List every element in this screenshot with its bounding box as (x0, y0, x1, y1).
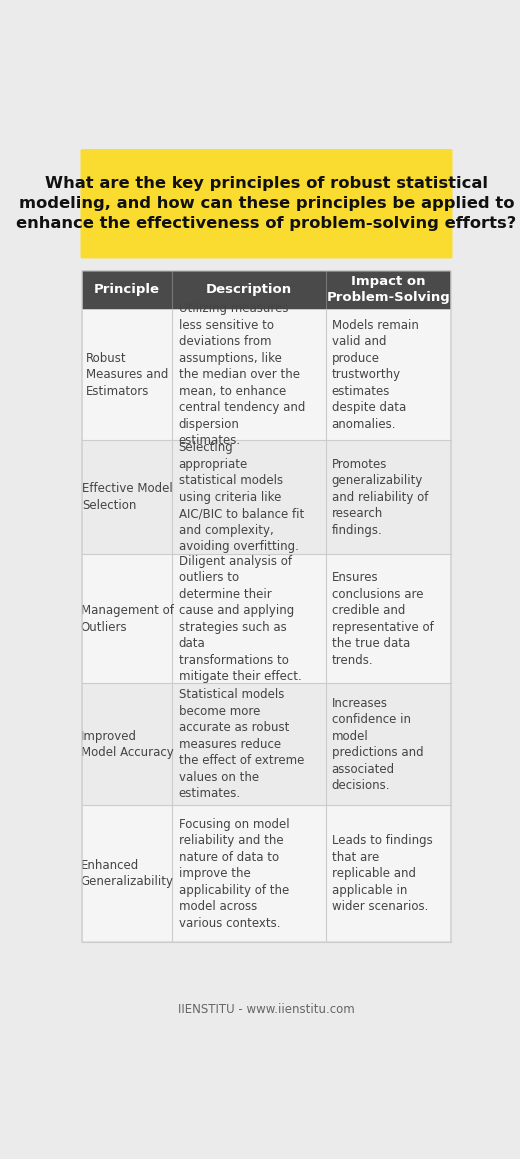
FancyBboxPatch shape (82, 684, 451, 806)
Text: Effective Model
Selection: Effective Model Selection (82, 482, 173, 512)
Text: IIENSTITU - www.iienstitu.com: IIENSTITU - www.iienstitu.com (178, 1004, 355, 1016)
Text: Management of
Outliers: Management of Outliers (81, 604, 174, 634)
Text: Promotes
generalizability
and reliability of
research
findings.: Promotes generalizability and reliabilit… (332, 458, 428, 537)
Text: Improved
Model Accuracy: Improved Model Accuracy (81, 729, 174, 759)
Text: What are the key principles of robust statistical
modeling, and how can these pr: What are the key principles of robust st… (16, 176, 517, 231)
FancyBboxPatch shape (82, 271, 451, 309)
Text: Description: Description (206, 284, 292, 297)
Text: Statistical models
become more
accurate as robust
measures reduce
the effect of : Statistical models become more accurate … (179, 688, 304, 801)
FancyBboxPatch shape (81, 150, 452, 258)
Text: Focusing on model
reliability and the
nature of data to
improve the
applicabilit: Focusing on model reliability and the na… (179, 817, 289, 930)
Text: Diligent analysis of
outliers to
determine their
cause and applying
strategies s: Diligent analysis of outliers to determi… (179, 554, 302, 683)
Text: Enhanced
Generalizability: Enhanced Generalizability (81, 859, 174, 889)
Text: Selecting
appropriate
statistical models
using criteria like
AIC/BIC to balance : Selecting appropriate statistical models… (179, 442, 304, 553)
FancyBboxPatch shape (82, 309, 451, 440)
Text: Impact on
Problem-Solving: Impact on Problem-Solving (327, 276, 450, 305)
Text: Utilizing measures
less sensitive to
deviations from
assumptions, like
the media: Utilizing measures less sensitive to dev… (179, 302, 305, 447)
Text: Increases
confidence in
model
predictions and
associated
decisions.: Increases confidence in model prediction… (332, 697, 423, 792)
FancyBboxPatch shape (82, 440, 451, 554)
FancyBboxPatch shape (82, 554, 451, 684)
Text: Ensures
conclusions are
credible and
representative of
the true data
trends.: Ensures conclusions are credible and rep… (332, 571, 434, 666)
Text: Robust
Measures and
Estimators: Robust Measures and Estimators (86, 351, 168, 398)
Text: Models remain
valid and
produce
trustworthy
estimates
despite data
anomalies.: Models remain valid and produce trustwor… (332, 319, 419, 431)
Text: Principle: Principle (94, 284, 160, 297)
Text: Leads to findings
that are
replicable and
applicable in
wider scenarios.: Leads to findings that are replicable an… (332, 834, 433, 913)
FancyBboxPatch shape (82, 806, 451, 942)
